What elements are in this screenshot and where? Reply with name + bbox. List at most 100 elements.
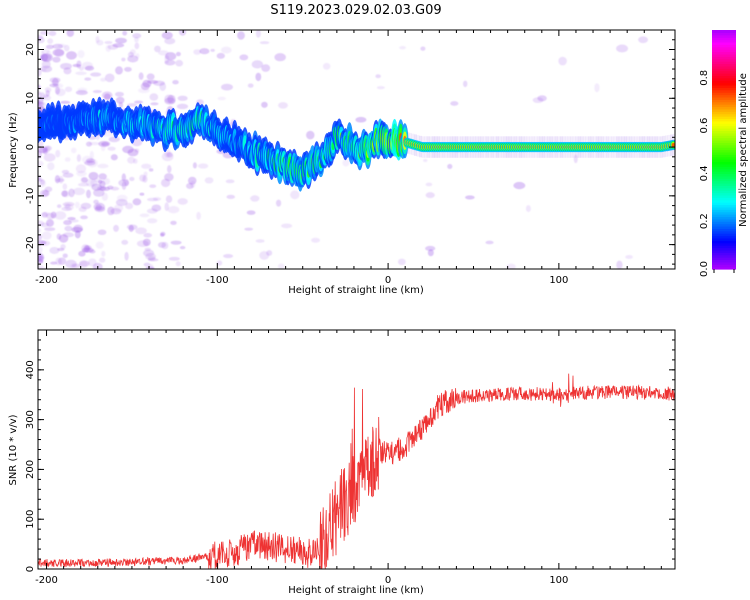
spectrogram-noise-cell <box>46 50 52 59</box>
spectrogram-x-axis-title: Height of straight line (km) <box>288 285 424 296</box>
colorbar-cell <box>712 135 736 139</box>
colorbar-cell <box>712 216 736 220</box>
spectrogram-noise-cell <box>196 211 201 220</box>
colorbar-cell <box>712 163 736 167</box>
spectrogram-noise-cell <box>43 153 56 162</box>
spectrogram-noise-cell <box>172 80 179 85</box>
colorbar-cell <box>712 182 736 186</box>
spectrogram-noise-cell <box>166 151 173 158</box>
spectrogram-noise-cell <box>165 52 177 61</box>
spectrogram-noise-cell <box>525 205 531 213</box>
colorbar-cell <box>712 113 736 117</box>
spectrogram-noise-cell <box>48 30 57 36</box>
spectrogram-noise-cell <box>638 36 649 44</box>
spectrogram-noise-cell <box>147 218 158 224</box>
spectrogram-noise-cell <box>38 93 43 98</box>
spectrogram-noise-cell <box>170 240 182 245</box>
spectrogram-noise-cell <box>38 36 45 44</box>
spectrogram-noise-cell <box>278 102 288 109</box>
spectrogram-noise-cell <box>423 159 428 163</box>
spectrogram-noise-cell <box>255 239 265 243</box>
spectrogram-noise-cell <box>67 216 76 221</box>
spectrogram-noise-cell <box>274 53 286 62</box>
spectrogram-noise-cell <box>96 39 104 46</box>
colorbar-cell <box>712 209 736 213</box>
colorbar-cell <box>712 137 736 141</box>
spectrogram-noise-cell <box>79 260 90 267</box>
colorbar-cell <box>712 168 736 172</box>
spectrogram-noise-cell <box>375 74 381 79</box>
colorbar-cell <box>712 68 736 72</box>
colorbar-cell <box>712 77 736 81</box>
colorbar-cell <box>712 240 736 244</box>
spectrogram-noise-cell <box>237 31 245 40</box>
spectrogram-x-tick-label: -200 <box>35 275 58 286</box>
spectrogram-noise-cell <box>64 86 73 93</box>
spectrogram-noise-cell <box>62 253 68 259</box>
colorbar-cell <box>712 187 736 191</box>
spectrogram-noise-cell <box>75 164 87 174</box>
spectrogram-noise-cell <box>115 199 128 206</box>
spectrogram-noise-cell <box>150 102 159 106</box>
spectrogram-noise-cell <box>81 177 88 183</box>
spectrogram-noise-cell <box>161 31 173 40</box>
colorbar-cell <box>712 254 736 258</box>
spectrogram-noise-cell <box>47 38 54 44</box>
spectrogram-noise-cell <box>134 148 140 153</box>
colorbar-tick-label: 0.0 <box>699 261 710 277</box>
colorbar-cell <box>712 173 736 177</box>
spectrogram-noise-cell <box>84 65 95 71</box>
spectrogram-noise-cell <box>193 49 202 55</box>
spectrogram-noise-cell <box>226 194 236 200</box>
spectrogram-noise-cell <box>104 93 111 101</box>
spectrogram-noise-cell <box>131 138 143 147</box>
spectrogram-noise-cell <box>89 249 96 254</box>
spectrogram-noise-cell <box>73 187 86 196</box>
spectrogram-noise-cell <box>63 67 72 75</box>
colorbar-tick-label: 0.6 <box>699 118 710 134</box>
spectrogram-noise-cell <box>95 241 104 249</box>
colorbar-cell <box>712 39 736 43</box>
colorbar-cell <box>712 89 736 93</box>
colorbar-cell <box>712 116 736 120</box>
spectrogram-noise-cell <box>52 83 64 89</box>
spectrogram-noise-cell <box>110 154 118 161</box>
spectrogram-noise-cell <box>223 254 234 259</box>
colorbar-cell <box>712 202 736 206</box>
colorbar-tick-label: 0.8 <box>699 70 710 86</box>
spectrogram-noise-cell <box>311 237 321 243</box>
spectrogram-y-tick-label: -20 <box>25 236 36 252</box>
spectrogram-noise-cell <box>513 181 526 190</box>
spectrogram-noise-cell <box>142 238 151 247</box>
spectrogram-noise-cell <box>149 184 157 188</box>
spectrogram-noise-cell <box>290 190 300 200</box>
spectrogram-noise-cell <box>100 77 107 82</box>
spectrogram-noise-cell <box>41 231 52 240</box>
spectrogram-noise-cell <box>38 234 43 241</box>
colorbar-cell <box>712 63 736 67</box>
colorbar-cell <box>712 37 736 41</box>
colorbar-cell <box>712 225 736 229</box>
spectrogram-y-tick-label: 20 <box>25 43 36 56</box>
spectrogram-noise-cell <box>129 49 136 56</box>
spectrogram-noise-cell <box>164 202 169 212</box>
spectrogram-noise-cell <box>506 263 516 269</box>
spectrogram-noise-cell <box>54 211 67 220</box>
colorbar-cell <box>712 171 736 174</box>
colorbar-cell <box>712 49 736 53</box>
spectrogram-noise-cell <box>146 73 155 81</box>
spectrogram-noise-cell <box>143 171 148 177</box>
spectrogram-noise-cell <box>322 62 331 70</box>
spectrogram-noise-cell <box>485 240 494 245</box>
spectrogram-noise-cell <box>57 43 66 49</box>
spectrogram-noise-cell <box>625 255 633 259</box>
snr-x-tick-label: -100 <box>206 575 229 586</box>
colorbar-cell <box>712 192 736 196</box>
spectrogram-noise-cell <box>38 101 47 109</box>
spectrogram-noise-cell <box>139 192 145 196</box>
spectrogram-noise-cell <box>115 66 123 75</box>
spectrogram-noise-cell <box>61 206 72 211</box>
spectrogram-noise-cell <box>92 90 102 94</box>
